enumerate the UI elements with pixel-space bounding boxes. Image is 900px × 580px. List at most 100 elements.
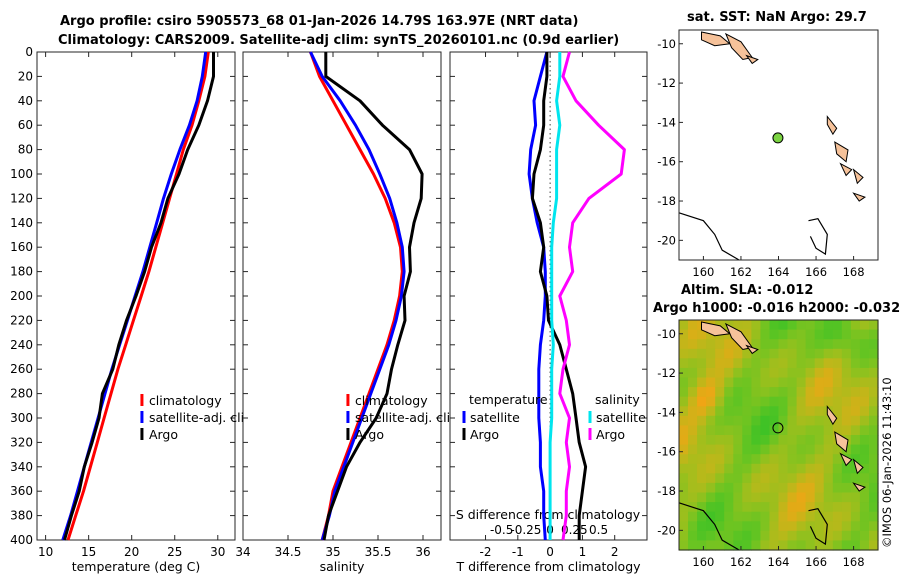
- sla-cell: [715, 367, 725, 379]
- sla-cell: [805, 425, 816, 436]
- sla-cell: [814, 358, 825, 369]
- y-tick-label: -14: [657, 405, 676, 419]
- sla-cell: [805, 502, 816, 513]
- sla-cell: [742, 521, 752, 532]
- sla-cell: [805, 358, 816, 369]
- x-axis-label: salinity: [320, 559, 365, 574]
- sla-cell: [850, 377, 861, 388]
- x-tick-label: 34.5: [275, 545, 302, 559]
- sla-cell: [832, 387, 843, 398]
- sla-map-title-line2: Argo h1000: -0.016 h2000: -0.032: [653, 301, 900, 316]
- sla-cell: [742, 387, 752, 398]
- sla-cell: [679, 502, 689, 513]
- sla-cell: [769, 377, 780, 388]
- sla-cell: [769, 540, 780, 551]
- sla-cell: [724, 463, 734, 474]
- sla-cell: [769, 482, 780, 494]
- sla-cell: [733, 435, 743, 446]
- series-line-climatology: [66, 51, 210, 541]
- sla-cell: [688, 492, 698, 503]
- sla-cell: [706, 454, 716, 465]
- sla-cell: [751, 387, 761, 398]
- x-tick-label: 30: [210, 545, 225, 559]
- sla-cell: [787, 473, 798, 484]
- sla-cell: [778, 473, 789, 484]
- sla-cell: [742, 463, 752, 474]
- sla-cell: [869, 435, 879, 446]
- sla-cell: [760, 367, 770, 379]
- sla-cell: [760, 358, 770, 369]
- sla-cell: [859, 396, 870, 407]
- sla-cell: [760, 473, 770, 484]
- x-tick-label: 160: [692, 555, 714, 569]
- axes-frame: [242, 51, 442, 541]
- sla-cell: [715, 473, 725, 484]
- sla-cell: [769, 425, 780, 436]
- sla-cell: [850, 511, 861, 522]
- sla-cell: [814, 463, 825, 474]
- sla-cell: [859, 463, 870, 474]
- sla-cell: [859, 425, 870, 436]
- sla-cell: [841, 530, 852, 541]
- series-line-temperature-satellite: [527, 51, 549, 541]
- sla-cell: [814, 329, 825, 340]
- y-tick-label: 20: [18, 69, 33, 83]
- temperature-panel: 0 20 40 60 80 100 120 140 160 180 200 220 240 260 280 3…: [10, 45, 256, 574]
- sla-cell: [760, 329, 770, 340]
- sla-cell: [751, 540, 761, 551]
- sla-cell: [859, 329, 870, 340]
- sla-cell: [814, 367, 825, 379]
- sla-cell: [778, 358, 789, 369]
- y-tick-label: 320: [10, 435, 33, 449]
- sla-cell: [796, 406, 807, 417]
- sla-cell: [715, 320, 725, 331]
- sla-cell: [697, 329, 707, 340]
- sla-cell: [805, 444, 816, 455]
- sla-cell: [697, 367, 707, 379]
- sla-cell: [823, 482, 834, 494]
- y-tick-label: 160: [10, 240, 33, 254]
- sst-map-title: sat. SST: NaN Argo: 29.7: [687, 10, 867, 25]
- x-tick-label: 1: [579, 545, 587, 559]
- legend-label: satellite: [596, 410, 646, 425]
- sla-cell: [697, 425, 707, 436]
- sla-cell: [688, 511, 698, 522]
- sla-cell: [706, 415, 716, 426]
- sla-cell: [697, 358, 707, 369]
- sla-cell: [697, 435, 707, 446]
- sla-cell: [869, 530, 879, 541]
- sla-cell: [814, 473, 825, 484]
- y-tick-label: 80: [18, 143, 33, 157]
- sla-cell: [724, 502, 734, 513]
- sla-cell: [796, 358, 807, 369]
- sla-map-panel: 160 162 164 166 168 -10 -12 -14 -16 -18 -20: [657, 319, 879, 569]
- secondary-x-tick-label: -0.5: [490, 523, 513, 537]
- reef-outline: [808, 508, 828, 546]
- sla-cell: [823, 521, 834, 532]
- island: [834, 431, 849, 453]
- sla-cell: [796, 521, 807, 532]
- series-line-argo: [322, 52, 424, 541]
- sla-cell: [715, 339, 725, 350]
- sla-cell: [697, 521, 707, 532]
- sla-cell: [724, 425, 734, 436]
- sla-cell: [832, 502, 843, 513]
- sla-cell: [715, 444, 725, 455]
- sla-cell: [688, 387, 698, 398]
- sla-cell: [760, 435, 770, 446]
- sla-cell: [697, 444, 707, 455]
- sla-cell: [724, 473, 734, 484]
- sla-cell: [805, 348, 816, 359]
- sla-cell: [751, 425, 761, 436]
- sla-cell: [679, 339, 689, 350]
- sla-cell: [805, 367, 816, 379]
- sla-cell: [869, 463, 879, 474]
- sla-cell: [778, 396, 789, 407]
- sla-cell: [706, 396, 716, 407]
- series-line-salinity-satellite: [548, 52, 562, 540]
- sla-cell: [679, 482, 689, 494]
- sla-cell: [742, 435, 752, 446]
- y-tick-label: 140: [10, 216, 33, 230]
- sla-cell: [769, 463, 780, 474]
- sla-cell: [724, 396, 734, 407]
